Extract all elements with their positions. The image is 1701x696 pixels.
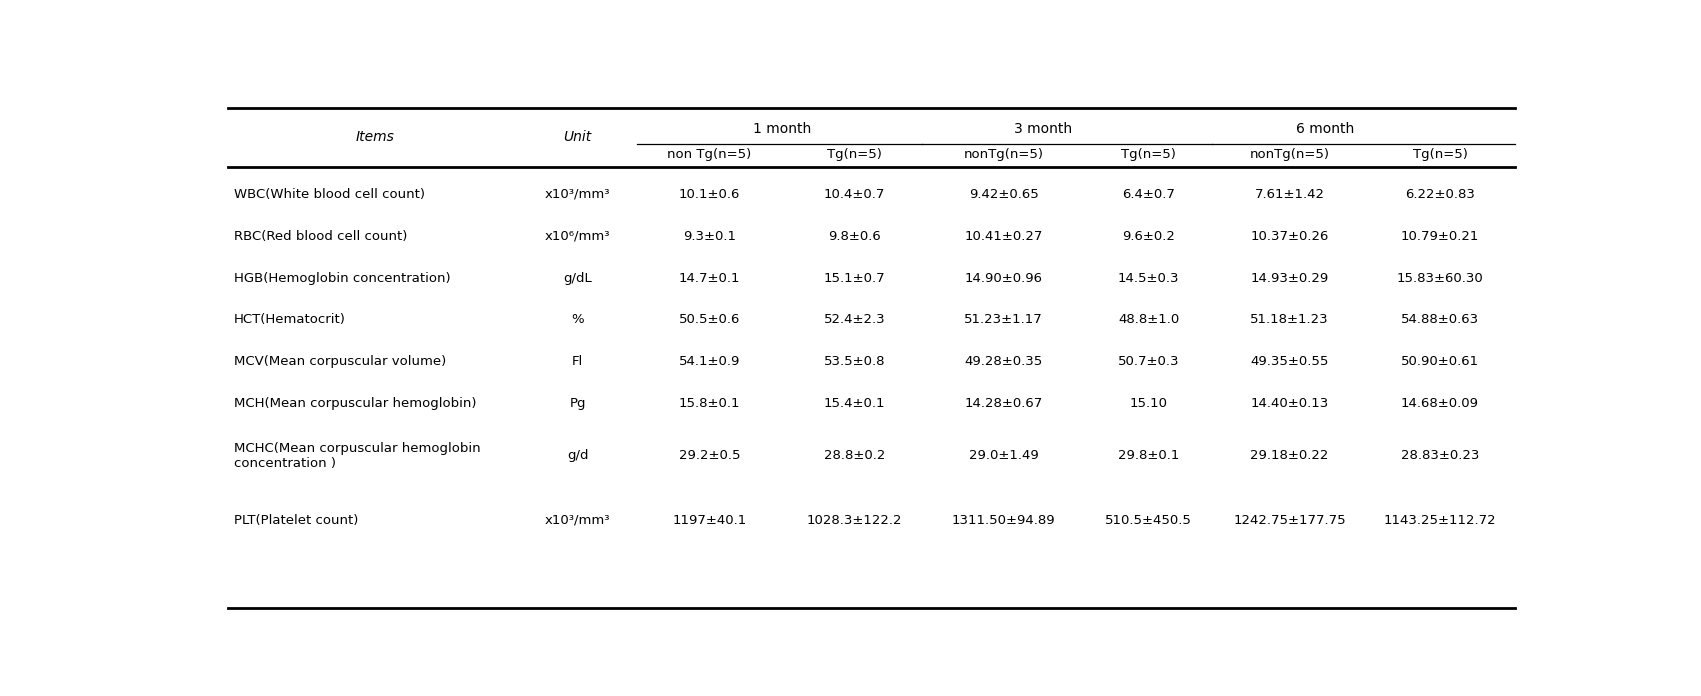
Text: Tg(n=5): Tg(n=5) xyxy=(1412,148,1468,161)
Text: 29.2±0.5: 29.2±0.5 xyxy=(679,450,740,462)
Text: Fl: Fl xyxy=(572,355,583,368)
Text: 28.83±0.23: 28.83±0.23 xyxy=(1400,450,1480,462)
Text: 15.4±0.1: 15.4±0.1 xyxy=(823,397,886,410)
Text: 29.0±1.49: 29.0±1.49 xyxy=(968,450,1039,462)
Text: Items: Items xyxy=(356,130,395,144)
Text: g/d: g/d xyxy=(566,450,589,462)
Text: 9.3±0.1: 9.3±0.1 xyxy=(684,230,737,243)
Text: 50.7±0.3: 50.7±0.3 xyxy=(1118,355,1179,368)
Text: %: % xyxy=(572,313,583,326)
Text: 10.37±0.26: 10.37±0.26 xyxy=(1250,230,1328,243)
Text: x10³/mm³: x10³/mm³ xyxy=(544,514,611,527)
Text: 49.35±0.55: 49.35±0.55 xyxy=(1250,355,1328,368)
Text: Pg: Pg xyxy=(570,397,587,410)
Text: 1143.25±112.72: 1143.25±112.72 xyxy=(1383,514,1497,527)
Text: 50.5±0.6: 50.5±0.6 xyxy=(679,313,740,326)
Text: 15.1±0.7: 15.1±0.7 xyxy=(823,271,886,285)
Text: 10.1±0.6: 10.1±0.6 xyxy=(679,188,740,201)
Text: 9.6±0.2: 9.6±0.2 xyxy=(1123,230,1175,243)
Text: RBC(Red blood cell count): RBC(Red blood cell count) xyxy=(233,230,407,243)
Text: Tg(n=5): Tg(n=5) xyxy=(827,148,883,161)
Text: 1197±40.1: 1197±40.1 xyxy=(672,514,747,527)
Text: 10.41±0.27: 10.41±0.27 xyxy=(964,230,1043,243)
Text: 14.93±0.29: 14.93±0.29 xyxy=(1250,271,1328,285)
Text: g/dL: g/dL xyxy=(563,271,592,285)
Text: 9.42±0.65: 9.42±0.65 xyxy=(968,188,1039,201)
Text: 49.28±0.35: 49.28±0.35 xyxy=(964,355,1043,368)
Text: 14.28±0.67: 14.28±0.67 xyxy=(964,397,1043,410)
Text: Unit: Unit xyxy=(563,130,592,144)
Text: 28.8±0.2: 28.8±0.2 xyxy=(823,450,885,462)
Text: 1028.3±122.2: 1028.3±122.2 xyxy=(806,514,902,527)
Text: 1242.75±177.75: 1242.75±177.75 xyxy=(1233,514,1345,527)
Text: 29.18±0.22: 29.18±0.22 xyxy=(1250,450,1328,462)
Text: 1 month: 1 month xyxy=(754,122,811,136)
Text: 54.1±0.9: 54.1±0.9 xyxy=(679,355,740,368)
Text: 15.83±60.30: 15.83±60.30 xyxy=(1397,271,1483,285)
Text: MCHC(Mean corpuscular hemoglobin
concentration ): MCHC(Mean corpuscular hemoglobin concent… xyxy=(233,442,480,470)
Text: 14.40±0.13: 14.40±0.13 xyxy=(1250,397,1328,410)
Text: non Tg(n=5): non Tg(n=5) xyxy=(667,148,752,161)
Text: 510.5±450.5: 510.5±450.5 xyxy=(1106,514,1192,527)
Text: 6 month: 6 month xyxy=(1296,122,1354,136)
Text: 52.4±2.3: 52.4±2.3 xyxy=(823,313,886,326)
Text: 51.23±1.17: 51.23±1.17 xyxy=(964,313,1043,326)
Text: 1311.50±94.89: 1311.50±94.89 xyxy=(953,514,1055,527)
Text: 9.8±0.6: 9.8±0.6 xyxy=(828,230,881,243)
Text: HGB(Hemoglobin concentration): HGB(Hemoglobin concentration) xyxy=(233,271,451,285)
Text: WBC(White blood cell count): WBC(White blood cell count) xyxy=(233,188,425,201)
Text: Tg(n=5): Tg(n=5) xyxy=(1121,148,1175,161)
Text: 14.68±0.09: 14.68±0.09 xyxy=(1402,397,1478,410)
Text: 14.5±0.3: 14.5±0.3 xyxy=(1118,271,1179,285)
Text: 6.22±0.83: 6.22±0.83 xyxy=(1405,188,1475,201)
Text: 51.18±1.23: 51.18±1.23 xyxy=(1250,313,1328,326)
Text: 6.4±0.7: 6.4±0.7 xyxy=(1123,188,1175,201)
Text: nonTg(n=5): nonTg(n=5) xyxy=(963,148,1044,161)
Text: HCT(Hematocrit): HCT(Hematocrit) xyxy=(233,313,345,326)
Text: 29.8±0.1: 29.8±0.1 xyxy=(1118,450,1179,462)
Text: 50.90±0.61: 50.90±0.61 xyxy=(1402,355,1478,368)
Text: x10³/mm³: x10³/mm³ xyxy=(544,188,611,201)
Text: MCV(Mean corpuscular volume): MCV(Mean corpuscular volume) xyxy=(233,355,446,368)
Text: 14.90±0.96: 14.90±0.96 xyxy=(964,271,1043,285)
Text: 10.79±0.21: 10.79±0.21 xyxy=(1400,230,1480,243)
Text: 15.10: 15.10 xyxy=(1129,397,1167,410)
Text: 53.5±0.8: 53.5±0.8 xyxy=(823,355,886,368)
Text: PLT(Platelet count): PLT(Platelet count) xyxy=(233,514,359,527)
Text: 7.61±1.42: 7.61±1.42 xyxy=(1255,188,1325,201)
Text: MCH(Mean corpuscular hemoglobin): MCH(Mean corpuscular hemoglobin) xyxy=(233,397,476,410)
Text: 14.7±0.1: 14.7±0.1 xyxy=(679,271,740,285)
Text: 10.4±0.7: 10.4±0.7 xyxy=(823,188,885,201)
Text: x10⁶/mm³: x10⁶/mm³ xyxy=(544,230,611,243)
Text: 15.8±0.1: 15.8±0.1 xyxy=(679,397,740,410)
Text: 3 month: 3 month xyxy=(1014,122,1072,136)
Text: 54.88±0.63: 54.88±0.63 xyxy=(1402,313,1478,326)
Text: nonTg(n=5): nonTg(n=5) xyxy=(1250,148,1330,161)
Text: 48.8±1.0: 48.8±1.0 xyxy=(1118,313,1179,326)
